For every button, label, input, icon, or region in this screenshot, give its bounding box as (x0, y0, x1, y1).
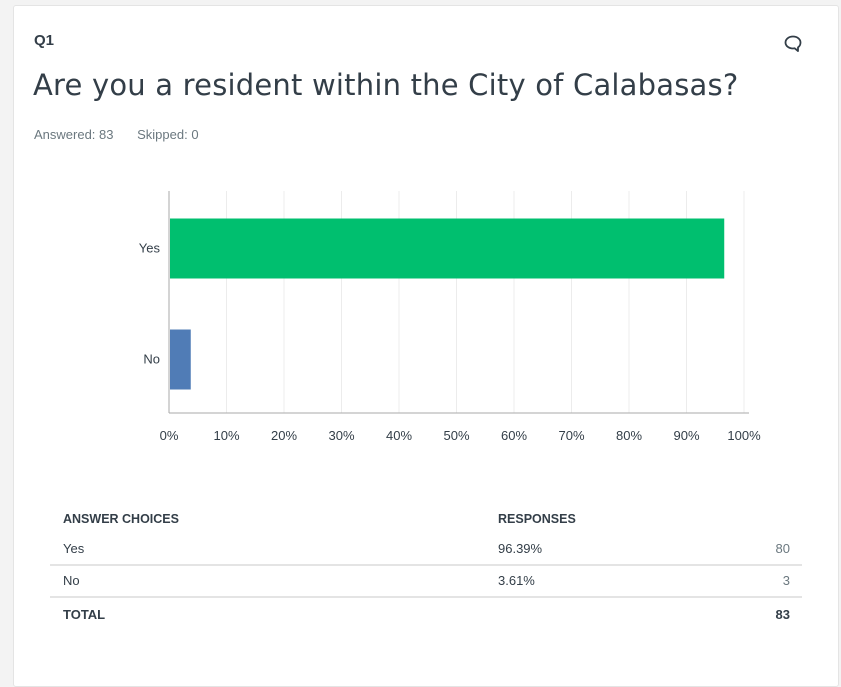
y-category-label: No (143, 352, 160, 367)
x-tick-label: 30% (328, 428, 354, 443)
question-number: Q1 (34, 32, 55, 49)
answer-choices-header: ANSWER CHOICES (63, 512, 179, 526)
total-label: TOTAL (63, 607, 106, 622)
y-category-label: Yes (139, 241, 161, 256)
question-card: Q1 Are you a resident within the City of… (13, 5, 839, 687)
total-spacer (485, 597, 738, 630)
x-tick-label: 10% (213, 428, 239, 443)
table-header-row: ANSWER CHOICES RESPONSES (50, 506, 802, 534)
x-tick-label: 80% (616, 428, 642, 443)
x-tick-label: 90% (673, 428, 699, 443)
x-tick-label: 60% (501, 428, 527, 443)
percent-cell: 3.61% (485, 565, 738, 598)
x-tick-label: 0% (160, 428, 179, 443)
comment-bubble-icon[interactable] (782, 33, 804, 55)
bar-no (170, 329, 191, 390)
x-tick-label: 50% (443, 428, 469, 443)
table-row: Yes 96.39% 80 (50, 534, 802, 566)
bar-yes (170, 218, 725, 279)
table-row: No 3.61% 3 (50, 565, 802, 598)
response-stats: Answered: 83 Skipped: 0 (34, 127, 199, 142)
choice-cell: No (50, 565, 485, 598)
choice-cell: Yes (50, 534, 485, 566)
total-row: TOTAL 83 (50, 597, 802, 630)
count-cell: 80 (738, 534, 802, 566)
question-title: Are you a resident within the City of Ca… (33, 68, 739, 102)
count-cell: 3 (738, 565, 802, 598)
bar-chart: 0% 10% 20% 30% 40% 50% 60% 70% 80% 90% 100% Yes No (139, 191, 761, 443)
x-tick-label: 70% (558, 428, 584, 443)
answer-summary-table: ANSWER CHOICES RESPONSES Yes 96.39% 80 N… (50, 506, 802, 630)
total-count: 83 (775, 607, 790, 622)
percent-cell: 96.39% (485, 534, 738, 566)
x-tick-label: 40% (386, 428, 412, 443)
responses-header: RESPONSES (498, 512, 576, 526)
answered-count: Answered: 83 (34, 127, 114, 142)
skipped-count: Skipped: 0 (137, 127, 199, 142)
x-tick-label: 20% (271, 428, 297, 443)
x-tick-label: 100% (727, 428, 761, 443)
count-header (738, 506, 802, 534)
